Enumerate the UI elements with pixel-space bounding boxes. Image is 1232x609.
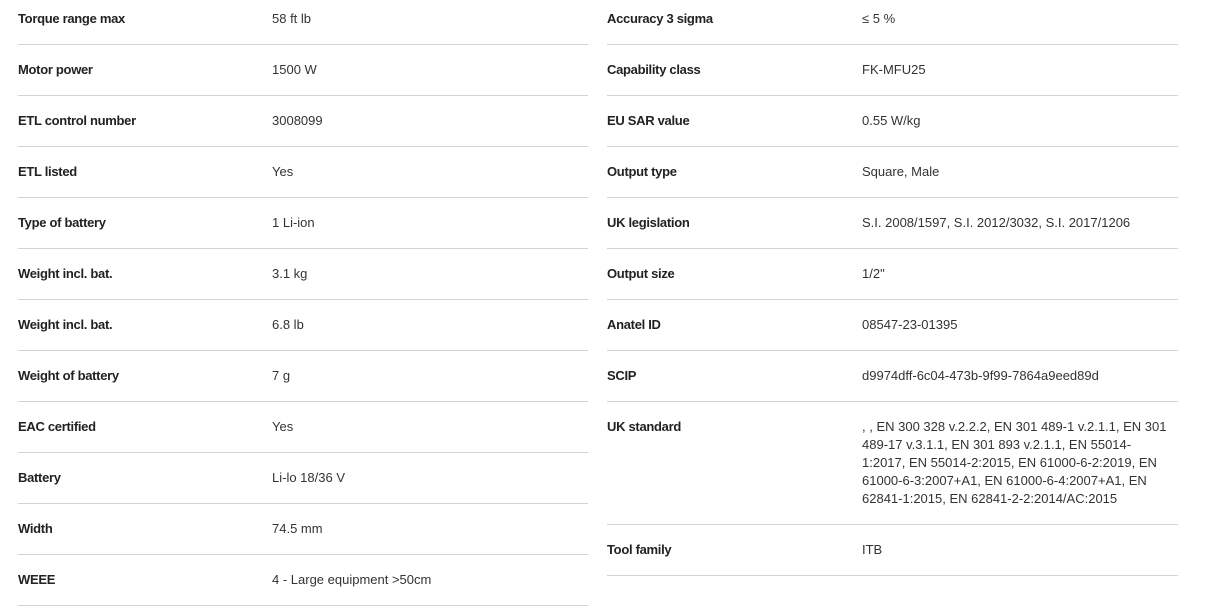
spec-label: ETL listed: [18, 164, 77, 179]
spec-value: Yes: [272, 164, 294, 179]
spec-value: S.I. 2008/1597, S.I. 2012/3032, S.I. 201…: [862, 215, 1131, 230]
spec-label: Weight incl. bat.: [18, 266, 113, 281]
spec-value: 6.8 lb: [272, 317, 304, 332]
spec-row: WEEE 4 - Large equipment >50cm: [18, 555, 588, 606]
spec-label: Torque range max: [18, 11, 125, 26]
spec-value: 7 g: [272, 368, 291, 383]
spec-value: Square, Male: [862, 164, 940, 179]
spec-row: UK legislation S.I. 2008/1597, S.I. 2012/…: [607, 198, 1178, 249]
spec-value: 58 ft lb: [272, 11, 312, 26]
spec-row: Battery Li-lo 18/36 V: [18, 453, 588, 504]
spec-label: UK standard: [607, 419, 681, 434]
spec-column-right: Accuracy 3 sigma ≤ 5 % Capability class FK-…: [607, 0, 1178, 576]
spec-row: UK standard , , EN 300 328 v.2.2.2, EN 30…: [607, 402, 1178, 525]
spec-value: 0.55 W/kg: [862, 113, 921, 128]
spec-row: Weight incl. bat. 6.8 lb: [18, 300, 588, 351]
spec-value: 1 Li-ion: [272, 215, 315, 230]
spec-label: Accuracy 3 sigma: [607, 11, 713, 26]
spec-label: EAC certified: [18, 419, 96, 434]
spec-value: 1/2": [862, 266, 885, 281]
spec-row: Weight incl. bat. 3.1 kg: [18, 249, 588, 300]
spec-value: Li-lo 18/36 V: [272, 470, 345, 485]
spec-row: Weight of battery 7 g: [18, 351, 588, 402]
spec-row: EU SAR value 0.55 W/kg: [607, 96, 1178, 147]
spec-row: Anatel ID 08547-23-01395: [607, 300, 1178, 351]
spec-label: Weight of battery: [18, 368, 119, 383]
spec-row: SCIP d9974dff-6c04-473b-9f99-7864a9eed89d: [607, 351, 1178, 402]
spec-column-left: Torque range max 58 ft lb Motor power 1500 …: [18, 0, 588, 606]
spec-row: Type of battery 1 Li-ion: [18, 198, 588, 249]
spec-label: Weight incl. bat.: [18, 317, 113, 332]
spec-label: Anatel ID: [607, 317, 661, 332]
spec-row: Output size 1/2": [607, 249, 1178, 300]
spec-value: 3008099: [272, 113, 323, 128]
spec-label: Output size: [607, 266, 675, 281]
spec-label: ETL control number: [18, 113, 136, 128]
spec-value: FK-MFU25: [862, 62, 926, 77]
spec-value: 4 - Large equipment >50cm: [272, 572, 432, 587]
spec-value: 08547-23-01395: [862, 317, 958, 332]
spec-label: Capability class: [607, 62, 701, 77]
spec-value: Yes: [272, 419, 294, 434]
spec-row: Motor power 1500 W: [18, 45, 588, 96]
spec-row: ETL control number 3008099: [18, 96, 588, 147]
spec-label: Output type: [607, 164, 677, 179]
spec-value: 3.1 kg: [272, 266, 308, 281]
spec-row: ETL listed Yes: [18, 147, 588, 198]
spec-label: EU SAR value: [607, 113, 690, 128]
spec-row: Accuracy 3 sigma ≤ 5 %: [607, 0, 1178, 45]
spec-label: UK legislation: [607, 215, 690, 230]
spec-label: Width: [18, 521, 53, 536]
spec-value: 74.5 mm: [272, 521, 323, 536]
spec-value: 1500 W: [272, 62, 317, 77]
spec-value: ITB: [862, 542, 883, 557]
spec-label: SCIP: [607, 368, 637, 383]
spec-row: Capability class FK-MFU25: [607, 45, 1178, 96]
spec-value: , , EN 300 328 v.2.2.2, EN 301 489-1 v.2…: [862, 419, 1167, 506]
spec-label: Motor power: [18, 62, 93, 77]
spec-label: Type of battery: [18, 215, 106, 230]
spec-row: EAC certified Yes: [18, 402, 588, 453]
spec-row: Tool family ITB: [607, 525, 1178, 576]
spec-label: Tool family: [607, 542, 672, 557]
spec-row: Width 74.5 mm: [18, 504, 588, 555]
spec-value: d9974dff-6c04-473b-9f99-7864a9eed89d: [862, 368, 1099, 383]
spec-row: Torque range max 58 ft lb: [18, 0, 588, 45]
spec-label: Battery: [18, 470, 61, 485]
spec-label: WEEE: [18, 572, 56, 587]
spec-value: ≤ 5 %: [862, 11, 896, 26]
spec-row: Output type Square, Male: [607, 147, 1178, 198]
